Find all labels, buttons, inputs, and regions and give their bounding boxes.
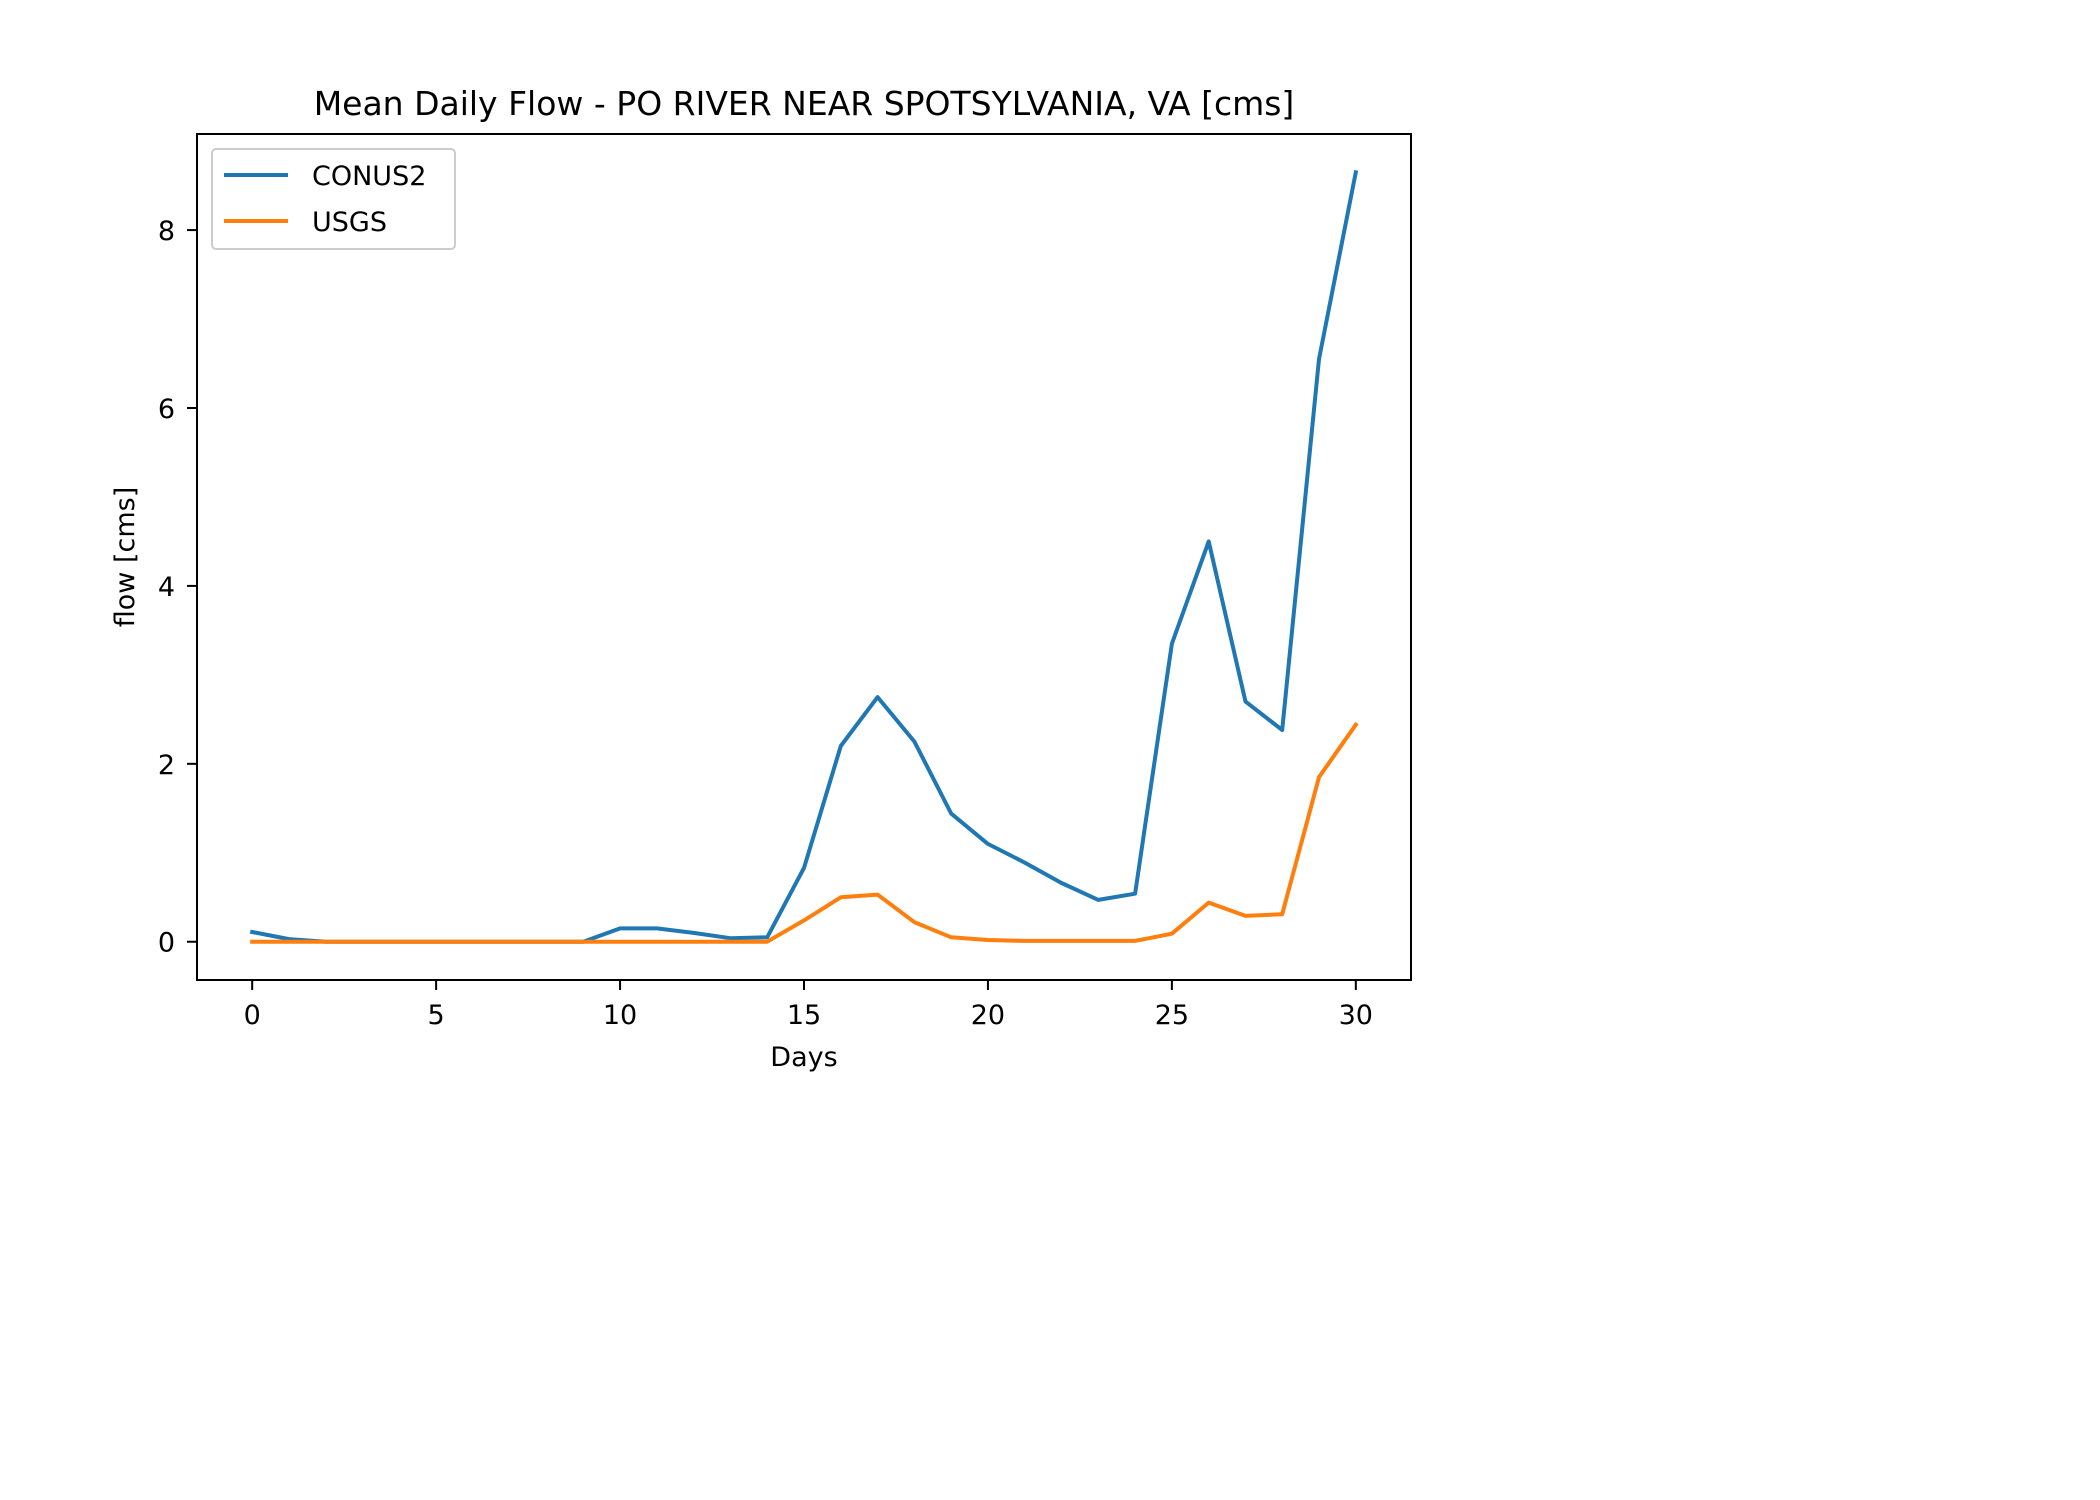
- chart-figure: Mean Daily Flow - PO RIVER NEAR SPOTSYLV…: [110, 84, 1412, 1073]
- y-tick-label: 2: [158, 750, 175, 781]
- x-tick-label: 30: [1339, 1000, 1373, 1031]
- y-tick-label: 0: [158, 928, 175, 959]
- x-axis: 0 5 10 15 20 25 30: [244, 980, 1373, 1031]
- x-tick-label: 25: [1155, 1000, 1189, 1031]
- y-axis-label: flow [cms]: [110, 487, 141, 627]
- line-chart: Mean Daily Flow - PO RIVER NEAR SPOTSYLV…: [110, 84, 1412, 1073]
- y-tick-label: 6: [158, 394, 175, 425]
- legend-label-conus2: CONUS2: [312, 161, 426, 192]
- x-tick-label: 15: [787, 1000, 821, 1031]
- series-line-usgs: [250, 721, 1359, 944]
- x-tick-label: 5: [428, 1000, 445, 1031]
- x-tick-label: 0: [244, 1000, 261, 1031]
- plot-area: [249, 169, 1359, 944]
- x-axis-label: Days: [770, 1042, 837, 1073]
- legend-label-usgs: USGS: [312, 207, 387, 238]
- y-axis: 0 2 4 6 8: [158, 216, 197, 959]
- y-tick-label: 8: [158, 216, 175, 247]
- x-tick-label: 20: [971, 1000, 1005, 1031]
- y-tick-label: 4: [158, 572, 175, 603]
- x-tick-label: 10: [603, 1000, 637, 1031]
- chart-title: Mean Daily Flow - PO RIVER NEAR SPOTSYLV…: [314, 84, 1295, 123]
- legend: CONUS2 USGS: [211, 148, 456, 250]
